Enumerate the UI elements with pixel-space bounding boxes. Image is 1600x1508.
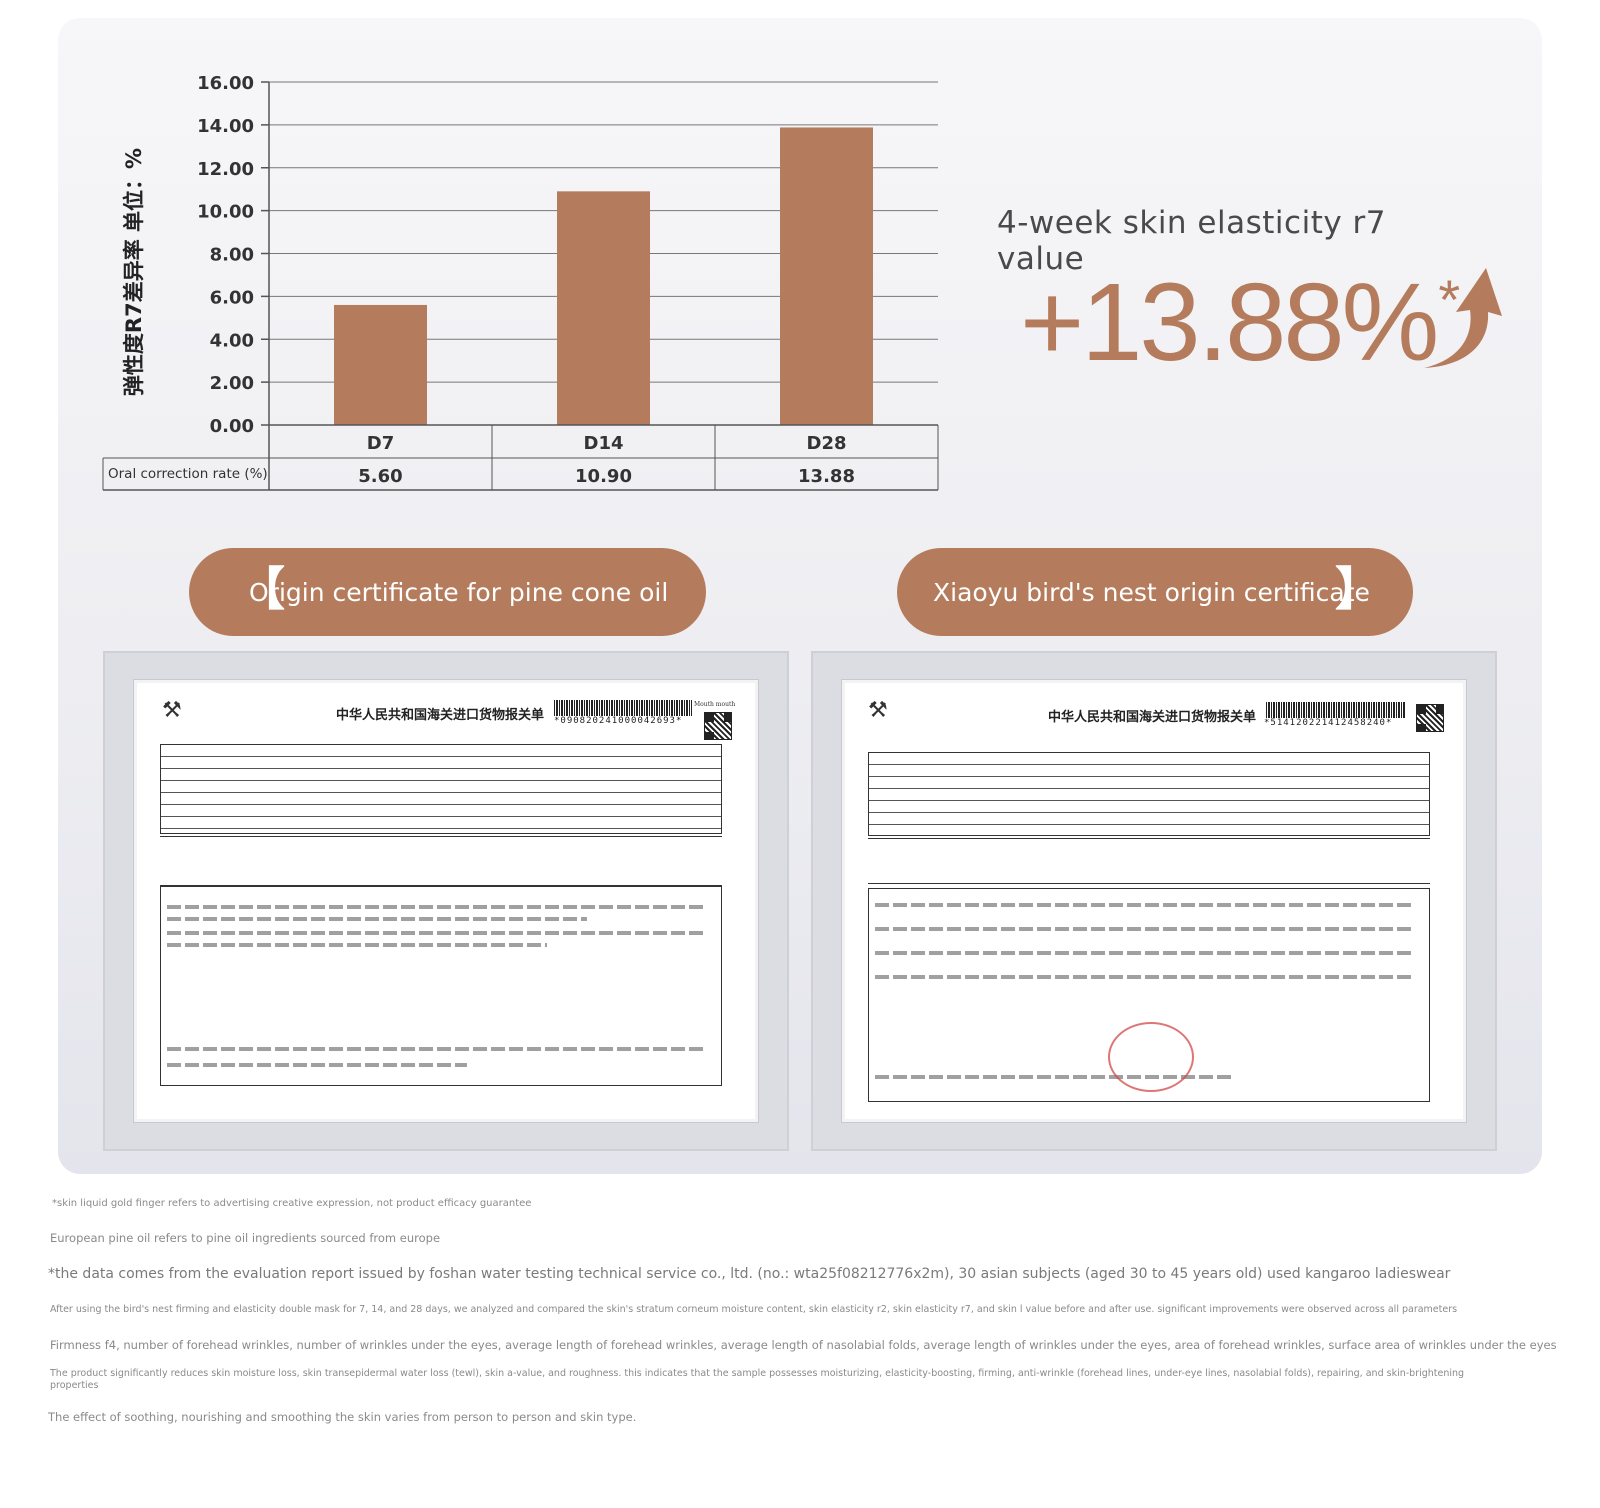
declaration-header-table (868, 752, 1430, 836)
y-axis-label: 弹性度R7差异率 单位：% (122, 148, 146, 396)
table-row-label: Oral correction rate (%) (108, 466, 268, 482)
highlight-value: +13.88%* (1020, 268, 1460, 378)
headline: 4-week skin elasticity r7 value (997, 205, 1387, 277)
goods-line (167, 1063, 467, 1067)
footnote-1: *skin liquid gold finger refers to adver… (52, 1198, 532, 1209)
elasticity-bar-chart: 0.00 2.00 4.00 6.00 8.00 10.00 12.00 14.00 16.00… (102, 73, 939, 491)
barcode-note: Mouth mouth (694, 701, 736, 708)
bar-d7 (334, 304, 427, 425)
document-title: 中华人民共和国海关进口货物报关单 (336, 708, 545, 723)
data-label: 5.60 (358, 466, 402, 487)
data-label: 13.88 (798, 466, 855, 487)
qr-code-icon (704, 712, 732, 740)
document-title: 中华人民共和国海关进口货物报关单 (1048, 710, 1257, 725)
birds-nest-certificate-frame: ⚒ 中华人民共和国海关进口货物报关单 *514120221412458240* (811, 651, 1497, 1151)
highlight-asterisk: * (1438, 268, 1460, 331)
x-category-label: D7 (367, 433, 394, 454)
pine-cone-oil-certificate-label: 【 Origin certificate for pine cone oil (189, 548, 706, 636)
birds-nest-certificate-label: Xiaoyu bird's nest origin certificate 】 (897, 548, 1413, 636)
customs-emblem-icon: ⚒ (162, 698, 182, 723)
declaration-notes-block (868, 838, 1430, 884)
y-tick-label: 14.00 (197, 116, 254, 137)
footnote-5: Firmness f4, number of forehead wrinkles… (50, 1338, 1557, 1352)
footnote-7: The effect of soothing, nourishing and s… (48, 1410, 637, 1424)
right-bracket-icon: 】 (1335, 562, 1381, 616)
y-tick-label: 12.00 (197, 159, 254, 180)
pine-cone-oil-certificate-frame: ⚒ 中华人民共和国海关进口货物报关单 *090820241000042693* … (103, 651, 789, 1151)
declaration-goods-table (868, 888, 1430, 1102)
y-tick-label: 4.00 (210, 330, 254, 351)
barcode-number: *090820241000042693* (554, 716, 683, 726)
y-tick-label: 6.00 (210, 287, 254, 308)
goods-line (875, 927, 1415, 931)
y-tick-label: 10.00 (197, 202, 254, 223)
certificate-document: ⚒ 中华人民共和国海关进口货物报关单 *090820241000042693* … (133, 679, 759, 1123)
goods-line (875, 975, 1415, 979)
declaration-header-table (160, 744, 722, 834)
qr-code-icon (1416, 704, 1444, 732)
footnote-3: *the data comes from the evaluation repo… (48, 1266, 1451, 1282)
footnote-6: The product significantly reduces skin m… (50, 1368, 1465, 1391)
customs-emblem-icon: ⚒ (868, 698, 888, 723)
declaration-notes-block (160, 836, 722, 886)
goods-line (167, 943, 547, 947)
declaration-goods-table (160, 886, 722, 1086)
certificate-document: ⚒ 中华人民共和国海关进口货物报关单 *514120221412458240* (841, 679, 1467, 1123)
goods-line (167, 1047, 707, 1051)
y-tick-label: 2.00 (210, 373, 254, 394)
goods-line (875, 903, 1415, 907)
footnote-2: European pine oil refers to pine oil ing… (50, 1231, 441, 1245)
goods-line (875, 1075, 1235, 1079)
footnote-4: After using the bird's nest firming and … (50, 1304, 1458, 1315)
bar-d28 (780, 127, 873, 425)
official-seal-icon (1108, 1022, 1194, 1092)
barcode-icon (554, 700, 692, 716)
barcode-number: *514120221412458240* (1264, 718, 1393, 728)
highlight-number: +13.88% (1020, 261, 1439, 384)
up-arrow-icon (1424, 268, 1502, 368)
pill-label-pine-cone-oil: Origin certificate for pine cone oil (249, 577, 669, 607)
y-tick-label: 8.00 (210, 245, 254, 266)
goods-line (167, 917, 587, 921)
barcode-icon (1266, 702, 1406, 718)
y-tick-label: 16.00 (197, 73, 254, 94)
goods-line (167, 905, 707, 909)
data-label: 10.90 (575, 466, 632, 487)
goods-line (167, 931, 707, 935)
y-tick-label: 0.00 (210, 416, 254, 437)
pill-label-birds-nest: Xiaoyu bird's nest origin certificate (933, 577, 1370, 607)
left-bracket-icon: 【 (239, 562, 285, 616)
x-category-label: D28 (807, 433, 847, 454)
x-category-label: D14 (584, 433, 624, 454)
bar-d14 (557, 191, 650, 425)
goods-line (875, 951, 1415, 955)
